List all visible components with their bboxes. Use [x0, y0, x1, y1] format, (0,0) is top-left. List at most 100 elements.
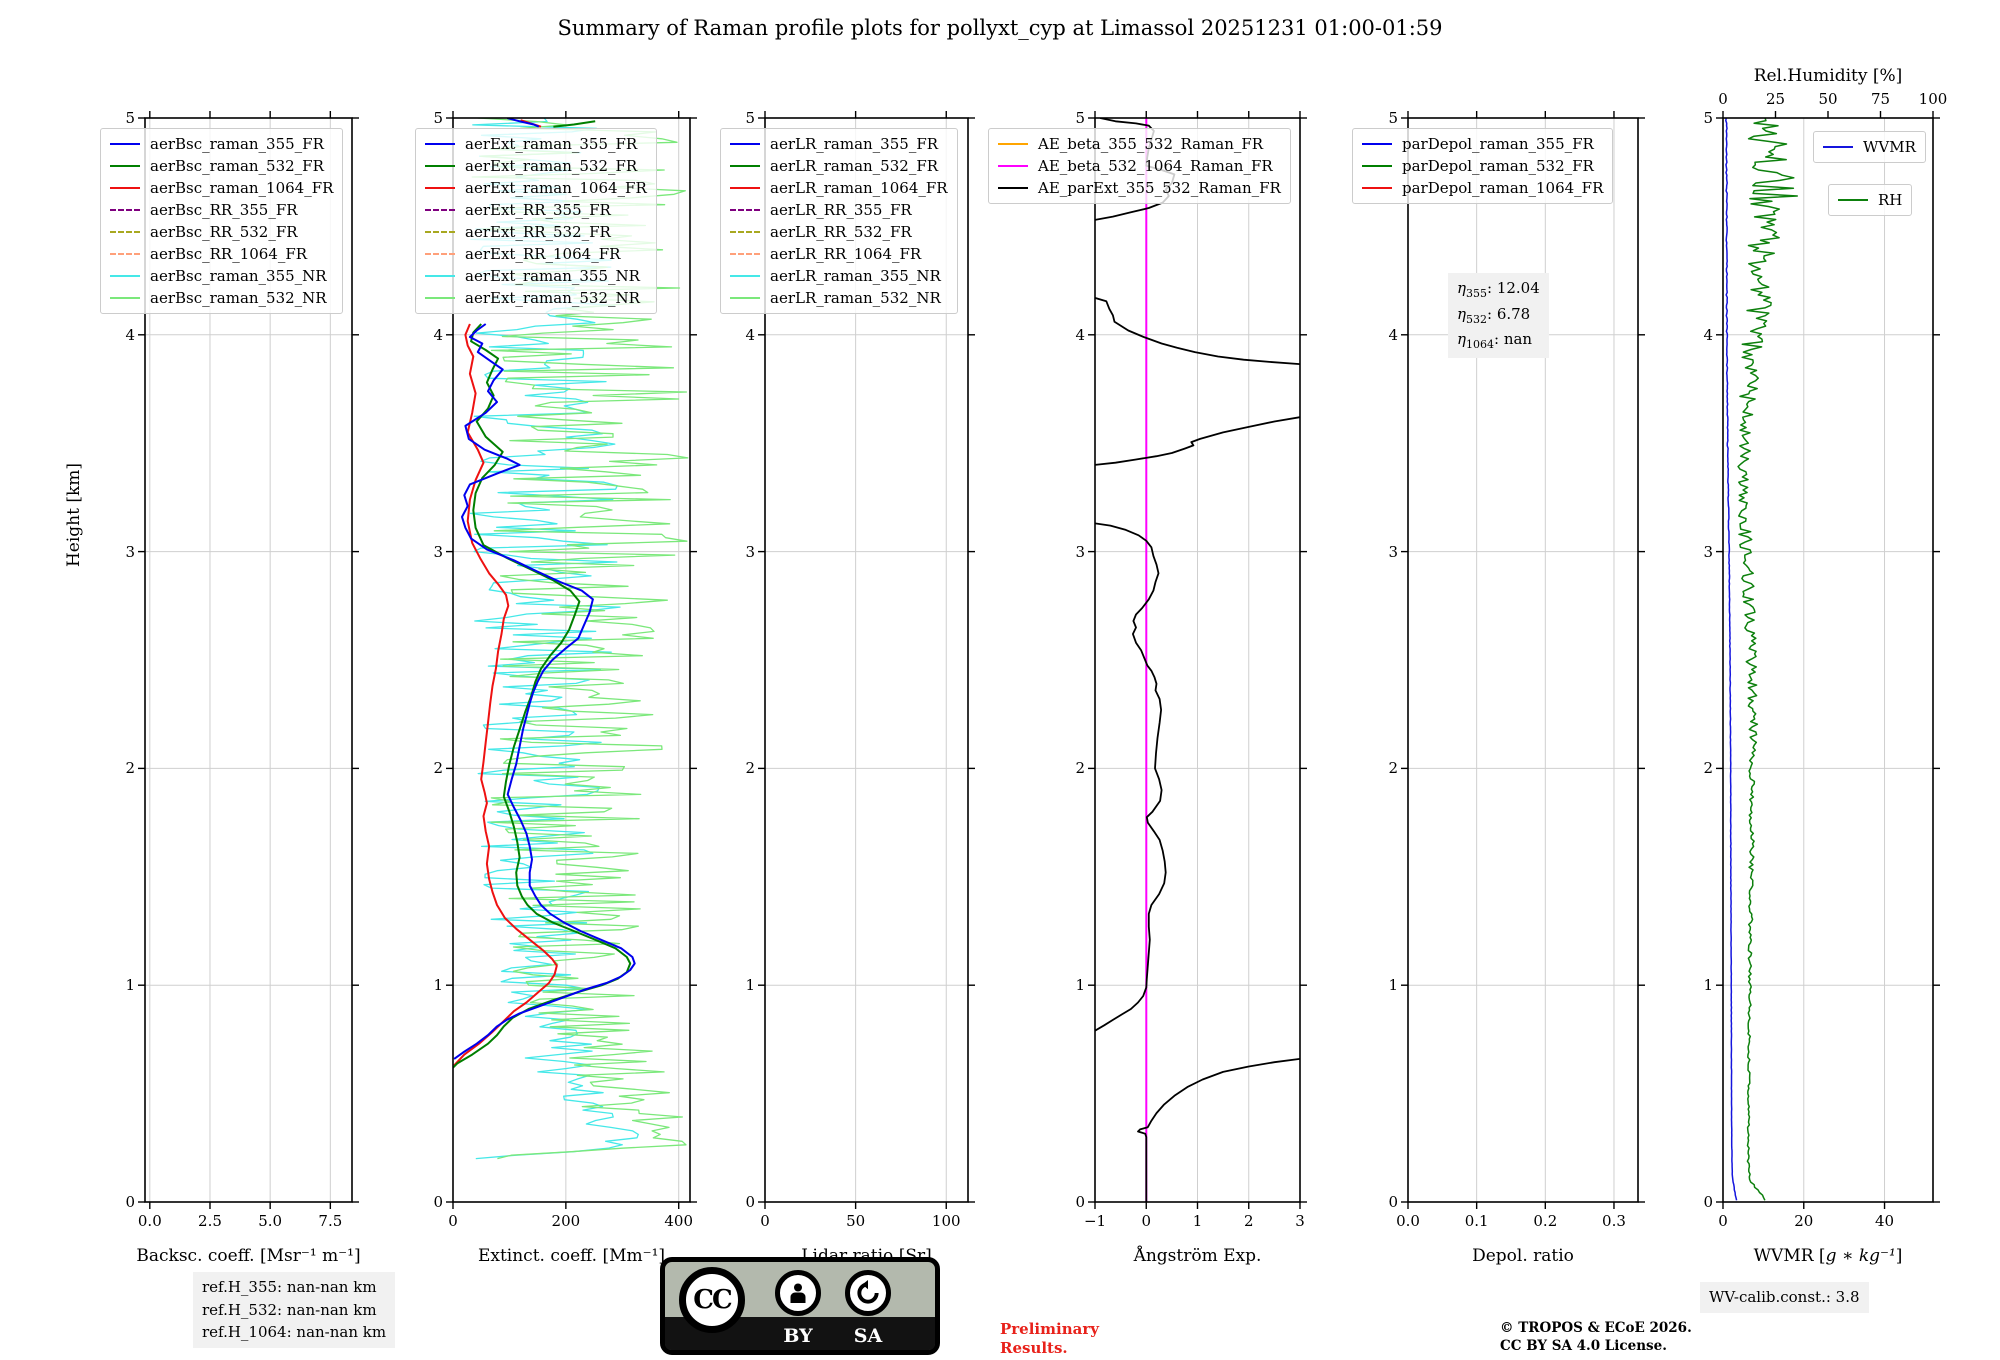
legend-item-label: aerBsc_RR_355_FR [150, 200, 298, 219]
legend-line-sample [1362, 165, 1392, 167]
ref-h-532: ref.H_532: nan-nan km [202, 1300, 377, 1319]
legend-line-sample [730, 275, 760, 277]
legend-line-sample [1838, 199, 1868, 201]
legend-line-sample [110, 275, 140, 277]
panel-wvmr-frame [1722, 117, 1934, 1203]
series-aerExt_raman_355_FR [506, 118, 540, 128]
legend-depol: parDepol_raman_355_FR parDepol_raman_532_… [1352, 128, 1614, 204]
legend-item-label: RH [1878, 190, 1903, 209]
legend-item-label: aerBsc_raman_355_FR [150, 134, 324, 153]
panel-wvmr-grid [1723, 118, 1933, 1202]
legend-item: parDepol_raman_532_FR [1362, 156, 1603, 176]
legend-line-sample [110, 187, 140, 189]
legend-item-label: aerLR_raman_532_FR [770, 156, 939, 175]
panel-wvmr-ticks [1716, 111, 1940, 1209]
legend-item: aerBsc_raman_532_FR [110, 156, 333, 176]
panel-lidar-ratio-ticks [758, 111, 975, 1209]
legend-item: aerExt_RR_532_FR [425, 222, 647, 242]
legend-line-sample [425, 253, 455, 255]
legend-item: aerBsc_raman_1064_FR [110, 178, 333, 198]
legend-line-sample [730, 253, 760, 255]
legend-item: aerLR_raman_355_NR [730, 266, 948, 286]
legend-line-sample [998, 165, 1028, 167]
ref-h-355: ref.H_355: nan-nan km [202, 1278, 377, 1296]
series-AE_parExt_355_532_Raman_FR [1095, 416, 1300, 466]
series-WVMR [1725, 118, 1738, 1201]
legend-line-sample [110, 143, 140, 145]
legend-line-sample [425, 187, 455, 189]
cc-sa-label: SA [853, 1325, 883, 1347]
legend-item: aerBsc_RR_1064_FR [110, 244, 333, 264]
legend-item-label: aerBsc_RR_532_FR [150, 222, 298, 241]
legend-item-label: aerLR_raman_532_NR [770, 288, 941, 307]
legend-line-sample [425, 165, 455, 167]
legend-item: aerExt_raman_355_NR [425, 266, 647, 286]
legend-lidar-ratio: aerLR_raman_355_FR aerLR_raman_532_FR aerL… [720, 128, 958, 314]
legend-wvmr-1: RH [1828, 184, 1913, 216]
legend-line-sample [110, 297, 140, 299]
legend-item: aerBsc_RR_355_FR [110, 200, 333, 220]
legend-item-label: aerExt_raman_355_FR [465, 134, 638, 153]
legend-item: aerBsc_RR_532_FR [110, 222, 333, 242]
ref-h-1064: ref.H_1064: nan-nan km [202, 1323, 387, 1341]
eta-calibration-annotation: η355: 12.04 η532: 6.78 η1064: nan [1448, 273, 1549, 358]
legend-line-sample [425, 297, 455, 299]
legend-item-label: aerExt_raman_532_FR [465, 156, 638, 175]
legend-line-sample [110, 209, 140, 211]
cc-icon: CC [679, 1267, 745, 1333]
legend-item-label: aerLR_RR_1064_FR [770, 244, 922, 263]
legend-item: AE_beta_532_1064_Raman_FR [998, 156, 1281, 176]
legend-line-sample [998, 187, 1028, 189]
legend-line-sample [110, 165, 140, 167]
legend-line-sample [730, 165, 760, 167]
legend-item: aerLR_raman_355_FR [730, 134, 948, 154]
panel-backscatter-ticks [138, 111, 359, 1209]
legend-item: WVMR [1823, 137, 1916, 157]
legend-item: aerExt_raman_532_NR [425, 288, 647, 308]
legend-item-label: aerBsc_raman_355_NR [150, 266, 327, 285]
legend-line-sample [730, 209, 760, 211]
legend-item-label: aerExt_RR_532_FR [465, 222, 611, 241]
legend-item-label: AE_beta_355_532_Raman_FR [1038, 134, 1264, 153]
legend-item: aerExt_raman_1064_FR [425, 178, 647, 198]
legend-item: AE_beta_355_532_Raman_FR [998, 134, 1281, 154]
legend-item-label: aerLR_RR_355_FR [770, 200, 912, 219]
eta-line: η532: 6.78 [1457, 304, 1531, 326]
cc-by-sa-badge: CC BY SA [660, 1257, 940, 1355]
panel-lidar-ratio-frame [764, 117, 969, 1203]
eta-line: η1064: nan [1457, 330, 1533, 351]
series-AE_parExt_355_532_Raman_FR [1095, 522, 1167, 1032]
legend-line-sample [425, 231, 455, 233]
legend-item-label: AE_parExt_355_532_Raman_FR [1038, 178, 1281, 197]
legend-item-label: aerExt_raman_1064_FR [465, 178, 647, 197]
attribution-person-icon [775, 1270, 821, 1316]
series-aerExt_raman_355_FR [453, 323, 636, 1060]
legend-item: aerBsc_raman_355_FR [110, 134, 333, 154]
panel-backscatter-frame [144, 117, 353, 1203]
panel-angstrom-curves [1095, 118, 1300, 1202]
panel-extinction-ticks [446, 111, 697, 1209]
legend-item: aerBsc_raman_532_NR [110, 288, 333, 308]
preliminary-results-note: Preliminary Results. [1000, 1320, 1099, 1357]
legend-item: parDepol_raman_355_FR [1362, 134, 1603, 154]
legend-backscatter: aerBsc_raman_355_FR aerBsc_raman_532_FR ae… [100, 128, 344, 314]
legend-angstrom: AE_beta_355_532_Raman_FR AE_beta_532_1064… [988, 128, 1291, 204]
cc-by-label: BY [783, 1325, 813, 1347]
legend-item-label: aerBsc_raman_532_NR [150, 288, 327, 307]
panel-angstrom-ticks [1088, 111, 1307, 1209]
legend-item: aerExt_RR_1064_FR [425, 244, 647, 264]
legend-item: RH [1838, 190, 1902, 210]
legend-line-sample [425, 143, 455, 145]
legend-item-label: aerExt_raman_532_NR [465, 288, 640, 307]
eta-line: η355: 12.04 [1457, 279, 1540, 300]
legend-item: parDepol_raman_1064_FR [1362, 178, 1603, 198]
legend-item: aerLR_raman_1064_FR [730, 178, 948, 198]
legend-item-label: parDepol_raman_532_FR [1402, 156, 1594, 175]
legend-line-sample [1823, 146, 1853, 148]
legend-wvmr: WVMR [1813, 131, 1926, 163]
legend-item: aerLR_raman_532_NR [730, 288, 948, 308]
panel-wvmr-curves [1725, 118, 1799, 1201]
legend-item-label: aerLR_raman_355_FR [770, 134, 939, 153]
